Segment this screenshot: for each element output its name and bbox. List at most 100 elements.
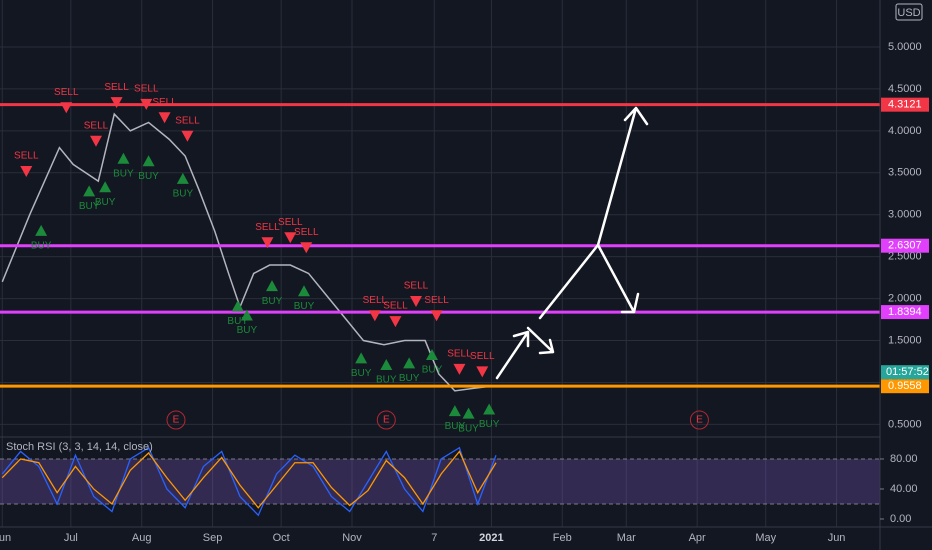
signal-label: SELL (424, 295, 449, 306)
event-marker[interactable] (376, 410, 396, 430)
stoch-tick-label: 80.00 (890, 453, 918, 465)
signal-marker (117, 152, 130, 164)
y-tick-label: 2.5000 (888, 251, 922, 263)
level-label: 4.3121 (888, 99, 922, 111)
y-tick-label: 4.5000 (888, 83, 922, 95)
signal-marker (140, 98, 153, 110)
signal-label: BUY (376, 375, 397, 386)
signal-marker (355, 352, 368, 364)
y-tick-label: 1.5000 (888, 334, 922, 346)
signal-marker (476, 366, 489, 378)
signal-label: SELL (278, 217, 303, 228)
signal-marker (110, 97, 123, 109)
x-tick-label: 2021 (479, 532, 503, 544)
indicator-title: Stoch RSI (3, 3, 14, 14, close) (6, 441, 153, 453)
signal-label: SELL (84, 120, 109, 131)
x-tick-label: Jun (0, 532, 11, 544)
arrow (526, 326, 555, 355)
event-marker[interactable] (689, 410, 709, 430)
signal-marker (284, 232, 297, 244)
signal-marker (142, 155, 155, 167)
x-tick-label: Oct (273, 532, 290, 544)
signal-label: BUY (95, 197, 116, 208)
x-tick-label: May (755, 532, 776, 544)
signal-label: SELL (447, 349, 472, 360)
x-tick-label: Jul (64, 532, 78, 544)
level-label-box (881, 379, 929, 394)
x-tick-label: 7 (431, 532, 437, 544)
level-label: 2.6307 (888, 240, 922, 252)
signal-label: SELL (383, 301, 408, 312)
event-marker[interactable] (166, 410, 186, 430)
signal-label: BUY (138, 171, 159, 182)
countdown: 01:57:52 (886, 366, 929, 378)
y-tick-label: 5.0000 (888, 41, 922, 53)
signal-label: BUY (237, 325, 258, 336)
y-tick-label: 2.0000 (888, 293, 922, 305)
arrow (495, 330, 530, 380)
signal-marker (300, 242, 313, 254)
signal-marker (60, 102, 73, 114)
event-label: E (696, 415, 703, 426)
signal-marker (20, 165, 33, 177)
signal-label: SELL (363, 295, 388, 306)
signal-label: SELL (470, 351, 495, 362)
x-tick-label: Jun (828, 532, 846, 544)
currency-box[interactable] (895, 3, 923, 21)
x-tick-label: Aug (132, 532, 152, 544)
signal-marker (430, 310, 443, 322)
signal-marker (453, 363, 466, 375)
signal-label: BUY (227, 316, 248, 327)
level-label: 1.8394 (888, 306, 922, 318)
signal-marker (368, 310, 381, 322)
stoch-tick-label: 40.00 (890, 483, 918, 495)
signal-marker (158, 112, 171, 124)
stoch-line (1, 446, 497, 517)
event-label: E (383, 415, 390, 426)
signal-label: SELL (54, 87, 79, 98)
signal-label: SELL (134, 83, 159, 94)
signal-marker (176, 172, 189, 184)
signal-label: SELL (175, 115, 200, 126)
signal-label: BUY (79, 201, 100, 212)
signal-label: BUY (422, 365, 443, 376)
signal-label: BUY (458, 423, 479, 434)
x-tick-label: Feb (553, 532, 572, 544)
y-tick-label: 3.0000 (888, 209, 922, 221)
y-tick-label: 3.5000 (888, 167, 922, 179)
x-tick-label: Sep (203, 532, 223, 544)
y-tick-label: 4.0000 (888, 125, 922, 137)
signal-label: BUY (173, 188, 194, 199)
signal-label: SELL (255, 222, 280, 233)
signal-marker (99, 181, 112, 193)
signal-label: BUY (479, 419, 500, 430)
signal-label: SELL (14, 151, 39, 162)
signal-marker (266, 280, 278, 292)
signal-label: BUY (294, 301, 315, 312)
x-tick-label: Nov (342, 532, 362, 544)
drawn-arrows (495, 106, 649, 380)
signal-marker (181, 130, 194, 142)
signal-marker (403, 357, 416, 369)
signal-label: SELL (294, 227, 319, 238)
signal-marker (389, 316, 402, 328)
signal-label: SELL (152, 97, 177, 108)
signal-marker (448, 405, 461, 417)
signal-marker (426, 348, 438, 360)
axes: Jun Jul Aug Sep Oct Nov 7 2021 Feb Mar Apr May Jun 0.… (0, 41, 929, 544)
signal-marker (83, 185, 96, 197)
signal-marker (483, 403, 496, 415)
level-label: 0.9558 (888, 380, 922, 392)
stoch-line (1, 450, 497, 509)
level-label-box (881, 305, 929, 320)
signal-marker (261, 237, 274, 249)
x-tick-label: Apr (689, 532, 706, 544)
signal-marker (240, 309, 253, 321)
signal-marker (90, 135, 102, 147)
signal-label: BUY (113, 168, 134, 179)
stoch-band (0, 458, 880, 504)
signal-marker (35, 224, 48, 236)
